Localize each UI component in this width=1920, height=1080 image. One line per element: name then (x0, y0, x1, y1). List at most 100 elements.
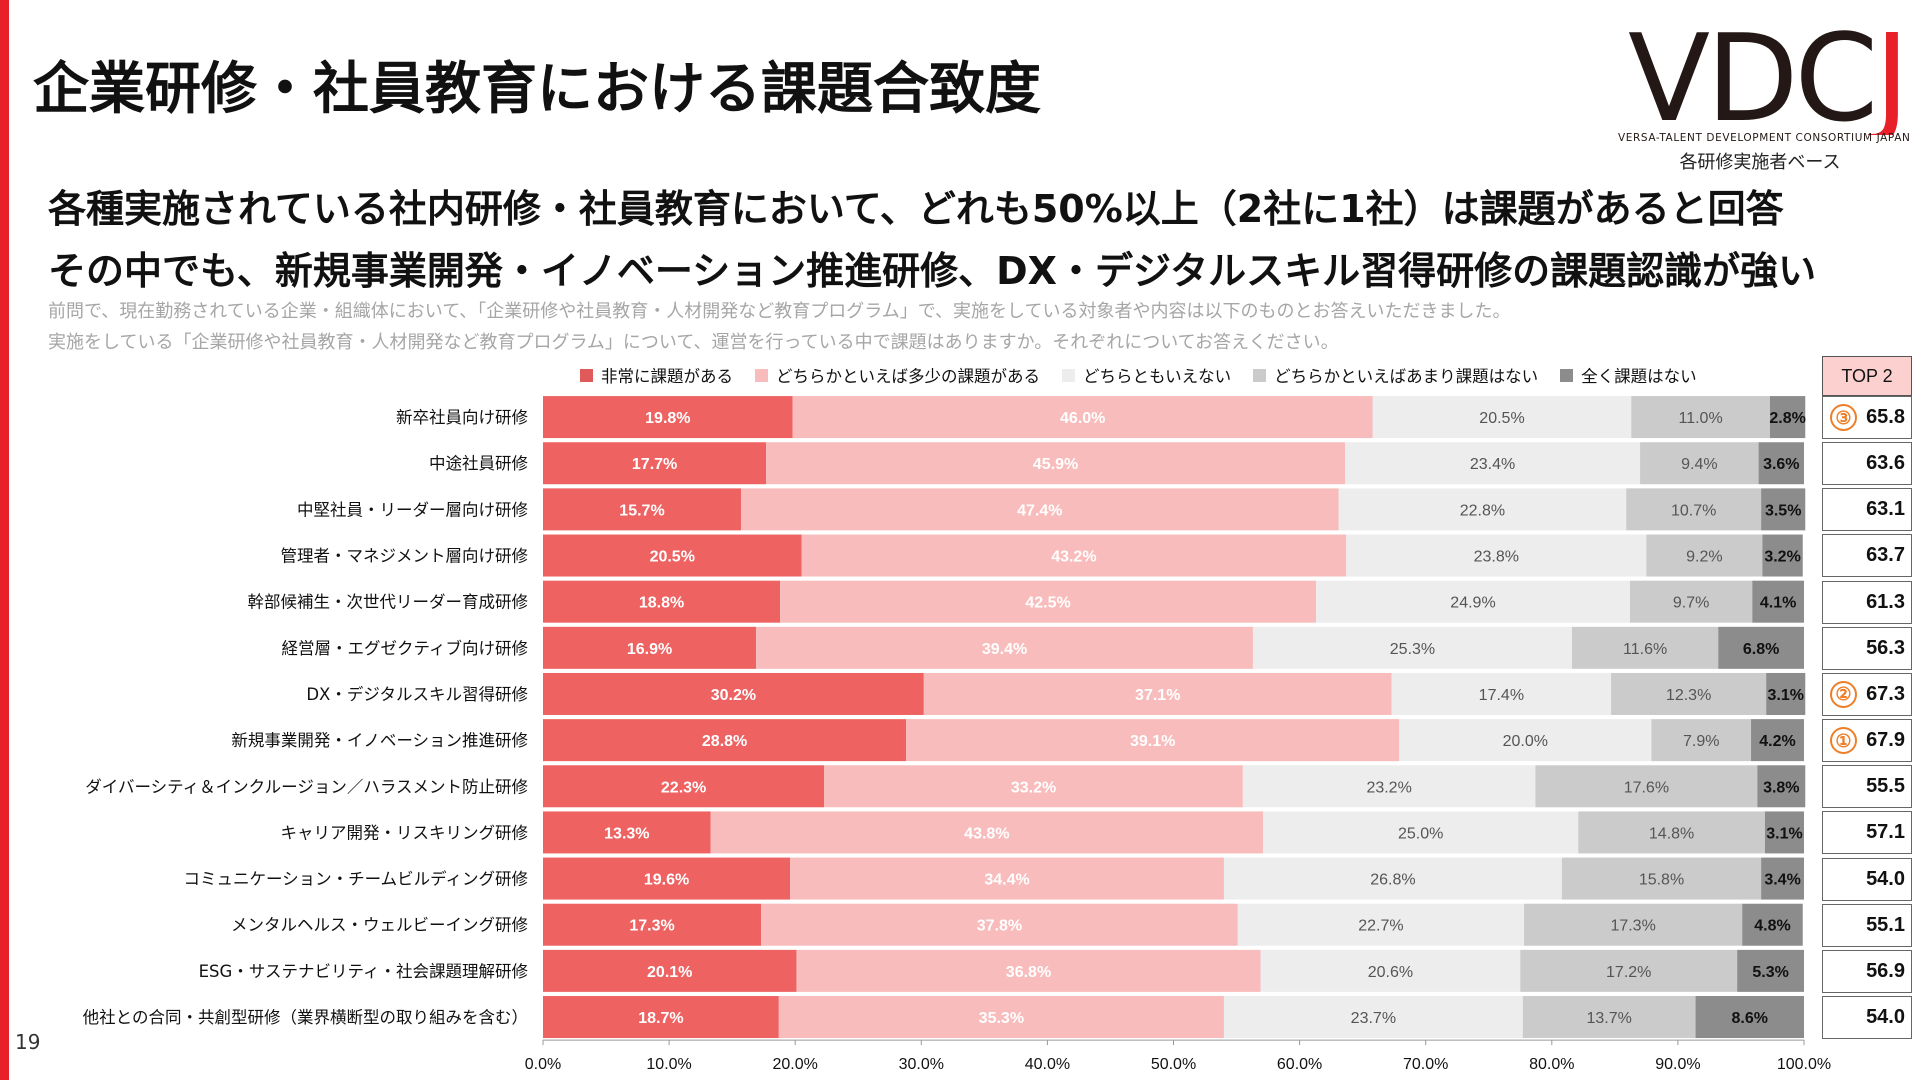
bar-segment (1535, 765, 1758, 808)
data-label: 17.6% (1624, 779, 1669, 796)
top2-value: 55.5 (1866, 775, 1905, 798)
data-label: 4.1% (1760, 595, 1796, 612)
data-label: 46.0% (1060, 410, 1105, 427)
headline-2: その中でも、新規事業開発・イノベーション推進研修、DX・デジタルスキル習得研修の… (48, 249, 1817, 293)
bar-segment (1751, 719, 1804, 762)
legend-swatch (1253, 368, 1267, 382)
data-label: 9.7% (1673, 595, 1709, 612)
top2-value: 54.0 (1866, 1005, 1905, 1028)
bar-segment (1524, 903, 1743, 946)
bar-segment (824, 765, 1243, 808)
top2-value: 55.1 (1866, 913, 1905, 936)
bar-segment (1571, 626, 1719, 669)
bar-segment (543, 719, 907, 762)
data-label: 17.3% (629, 918, 674, 935)
bar-segment (1761, 488, 1806, 531)
data-label: 4.2% (1759, 733, 1795, 750)
bar-segment (1718, 626, 1804, 669)
data-label: 10.7% (1671, 502, 1716, 519)
bar-segment (1695, 996, 1804, 1039)
bar-segment (543, 442, 767, 485)
x-tick-label: 20.0% (773, 1056, 818, 1073)
top2-value: 54.0 (1866, 867, 1905, 890)
bar-segment (1372, 396, 1632, 439)
top2-cell: 63.1 (1822, 488, 1912, 532)
data-label: 20.0% (1503, 733, 1548, 750)
rank-badge: ① (1830, 727, 1857, 755)
category-label: 新規事業開発・イノベーション推進研修 (231, 731, 528, 750)
bar-segment (543, 488, 741, 531)
bar-segment (756, 626, 1253, 669)
data-label: 20.6% (1368, 964, 1413, 981)
bar-segment (543, 672, 924, 715)
data-label: 17.4% (1479, 687, 1524, 704)
legend-label: 全く課題はない (1581, 367, 1697, 386)
top2-value: 63.7 (1866, 544, 1905, 567)
page-title: 企業研修・社員教育における課題合致度 (33, 57, 1041, 122)
data-label: 19.8% (645, 410, 690, 427)
data-label: 47.4% (1017, 502, 1062, 519)
data-label: 15.7% (619, 502, 664, 519)
data-label: 11.0% (1679, 410, 1723, 427)
data-label: 23.4% (1470, 456, 1515, 473)
x-tick-label: 80.0% (1529, 1056, 1574, 1073)
data-label: 30.2% (711, 687, 756, 704)
category-label: 管理者・マネジメント層向け研修 (281, 547, 529, 566)
data-label: 23.2% (1366, 779, 1411, 796)
top2-value: 67.9 (1866, 729, 1905, 752)
bar-segment (1344, 442, 1641, 485)
x-tick-label: 70.0% (1403, 1056, 1448, 1073)
bar-segment (796, 949, 1261, 992)
data-label: 3.1% (1766, 825, 1802, 842)
x-tick-label: 60.0% (1277, 1056, 1322, 1073)
bar-segment (1631, 396, 1770, 439)
data-label: 25.3% (1390, 641, 1435, 658)
legend-item: どちらかといえばあまり課題はない (1253, 363, 1538, 387)
bar-segment (1742, 903, 1803, 946)
category-label: 中途社員研修 (429, 454, 529, 473)
legend-swatch (755, 368, 768, 382)
data-label: 20.1% (647, 964, 692, 981)
data-label: 39.1% (1130, 733, 1175, 750)
bar-segment (543, 765, 825, 808)
logo-subtitle: VERSA-TALENT DEVELOPMENT CONSORTIUM JAPA… (1618, 132, 1911, 144)
bar-segment (1646, 534, 1763, 577)
category-label: 他社との合同・共創型研修（業界横断型の取り組みを含む） (83, 1008, 528, 1027)
accent-bar (0, 0, 9, 1080)
data-label: 5.3% (1752, 964, 1788, 981)
data-label: 26.8% (1370, 872, 1415, 889)
data-label: 17.2% (1606, 964, 1651, 981)
x-tick-label: 10.0% (646, 1056, 691, 1073)
data-label: 18.7% (638, 1010, 683, 1027)
legend-label: どちらかといえば多少の課題がある (776, 367, 1040, 386)
data-label: 33.2% (1011, 779, 1056, 796)
base-note: 各研修実施者ベース (1679, 152, 1841, 173)
data-label: 3.6% (1763, 456, 1799, 473)
bar-segment (923, 672, 1392, 715)
data-label: 45.9% (1033, 456, 1078, 473)
legend-item: 全く課題はない (1560, 363, 1697, 387)
x-tick-label: 0.0% (525, 1056, 561, 1073)
bar-segment (543, 396, 793, 439)
bar-segment (1752, 580, 1804, 623)
category-label: ダイバーシティ＆インクルージョン／ハラスメント防止研修 (85, 777, 528, 796)
top2-value: 65.8 (1866, 406, 1905, 428)
data-label: 20.5% (650, 549, 695, 566)
category-label: DX・デジタルスキル習得研修 (306, 684, 528, 704)
data-label: 20.5% (1479, 410, 1524, 427)
data-label: 3.2% (1764, 549, 1800, 566)
data-label: 22.8% (1460, 502, 1505, 519)
top2-cell: 54.0 (1822, 857, 1912, 901)
x-tick-label: 100.0% (1777, 1056, 1831, 1073)
bar-segment (710, 811, 1264, 854)
legend-item: どちらかといえば多少の課題がある (755, 363, 1040, 387)
data-label: 28.8% (702, 733, 747, 750)
data-label: 12.3% (1666, 687, 1711, 704)
bar-segment (778, 996, 1224, 1039)
bar-segment (1520, 949, 1738, 992)
chart-legend: 非常に課題がある どちらかといえば多少の課題がある どちらともいえない どちらかといえ… (580, 363, 1697, 387)
data-label: 37.1% (1135, 687, 1180, 704)
bar-segment (543, 626, 757, 669)
bar-segment (1561, 857, 1762, 900)
data-label: 3.8% (1763, 779, 1799, 796)
